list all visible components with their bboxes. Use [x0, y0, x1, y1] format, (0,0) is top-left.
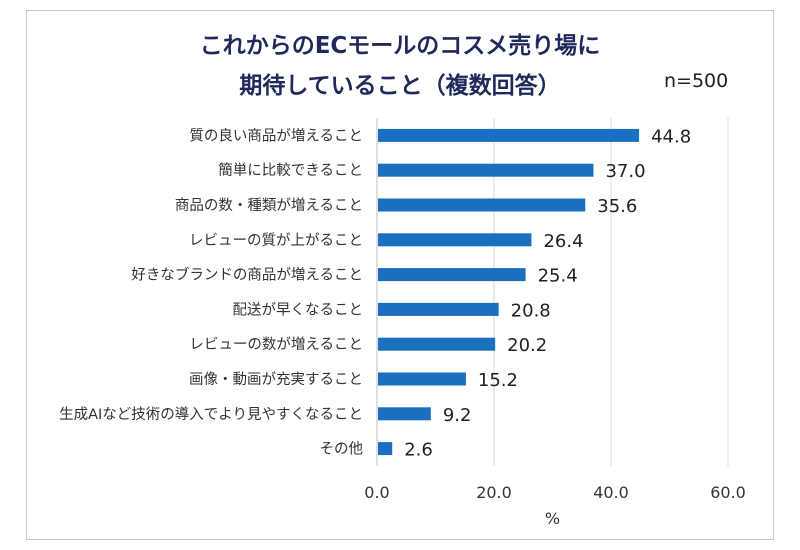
- value-label-7: 15.2: [478, 370, 518, 391]
- chart-title-line2: 期待していること（複数回答）: [239, 73, 561, 99]
- chart-title-line1: これからのECモールのコスメ売り場に: [199, 33, 601, 59]
- x-tick-label-2: 40.0: [593, 483, 629, 502]
- bar-3: [378, 233, 532, 247]
- category-label-2: 商品の数・種類が増えること: [175, 197, 363, 214]
- category-label-0: 質の良い商品が増えること: [189, 126, 363, 144]
- category-label-3: レビューの質が上がること: [189, 231, 363, 249]
- category-label-9: その他: [320, 441, 364, 458]
- x-tick-label-0: 0.0: [364, 483, 389, 502]
- value-label-2: 35.6: [597, 196, 637, 217]
- category-label-7: 画像・動画が充実すること: [189, 371, 363, 388]
- value-label-9: 2.6: [404, 440, 433, 461]
- x-tick-label-1: 20.0: [476, 483, 512, 502]
- value-label-4: 25.4: [538, 266, 578, 287]
- category-label-1: 簡単に比較できること: [218, 161, 363, 179]
- value-label-5: 20.8: [511, 300, 551, 321]
- x-axis-label: %: [545, 509, 560, 528]
- value-label-8: 9.2: [443, 405, 472, 426]
- bar-5: [378, 302, 499, 316]
- bar-0: [378, 128, 640, 142]
- bar-2: [378, 198, 586, 212]
- category-label-4: 好きなブランドの商品が増えること: [131, 266, 363, 284]
- x-tick-label-3: 60.0: [710, 483, 746, 502]
- bar-6: [378, 337, 496, 351]
- sample-size-label: n=500: [664, 70, 729, 92]
- bar-1: [378, 163, 594, 177]
- value-label-0: 44.8: [651, 126, 691, 147]
- value-label-1: 37.0: [605, 161, 645, 182]
- value-label-6: 20.2: [507, 335, 547, 356]
- category-label-5: 配送が早くなること: [233, 301, 364, 318]
- value-label-3: 26.4: [543, 231, 583, 252]
- bar-9: [378, 442, 393, 456]
- category-label-8: 生成AIなど技術の導入でより見やすくなること: [59, 406, 363, 423]
- bar-8: [378, 407, 431, 421]
- bar-7: [378, 372, 466, 386]
- category-label-6: レビューの数が増えること: [189, 336, 363, 353]
- bar-4: [378, 268, 526, 282]
